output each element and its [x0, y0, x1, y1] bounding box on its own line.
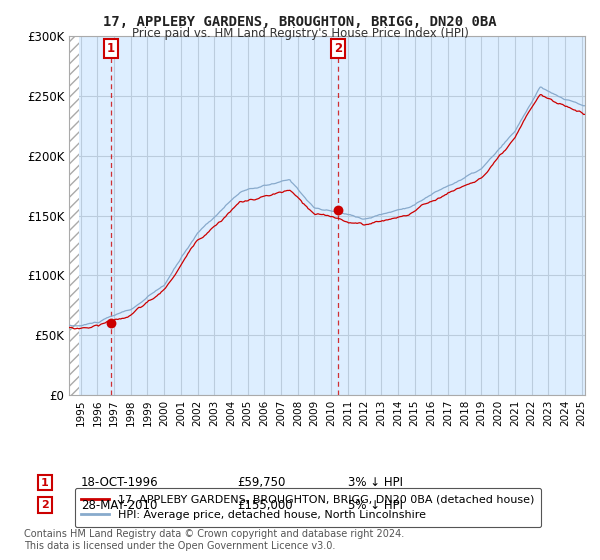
- Text: 17, APPLEBY GARDENS, BROUGHTON, BRIGG, DN20 0BA: 17, APPLEBY GARDENS, BROUGHTON, BRIGG, D…: [103, 15, 497, 29]
- Text: 5% ↓ HPI: 5% ↓ HPI: [348, 498, 403, 512]
- Text: £59,750: £59,750: [237, 476, 286, 489]
- Text: 18-OCT-1996: 18-OCT-1996: [81, 476, 158, 489]
- Text: 1: 1: [107, 42, 115, 55]
- Text: 2: 2: [41, 500, 49, 510]
- Point: [333, 205, 343, 214]
- Text: 2: 2: [334, 42, 342, 55]
- Legend: 17, APPLEBY GARDENS, BROUGHTON, BRIGG, DN20 0BA (detached house), HPI: Average p: 17, APPLEBY GARDENS, BROUGHTON, BRIGG, D…: [74, 488, 541, 527]
- Text: Price paid vs. HM Land Registry's House Price Index (HPI): Price paid vs. HM Land Registry's House …: [131, 27, 469, 40]
- Point: [106, 319, 116, 328]
- Text: 28-MAY-2010: 28-MAY-2010: [81, 498, 157, 512]
- Text: £155,000: £155,000: [237, 498, 293, 512]
- Text: 3% ↓ HPI: 3% ↓ HPI: [348, 476, 403, 489]
- Text: 1: 1: [41, 478, 49, 488]
- Text: Contains HM Land Registry data © Crown copyright and database right 2024.
This d: Contains HM Land Registry data © Crown c…: [24, 529, 404, 551]
